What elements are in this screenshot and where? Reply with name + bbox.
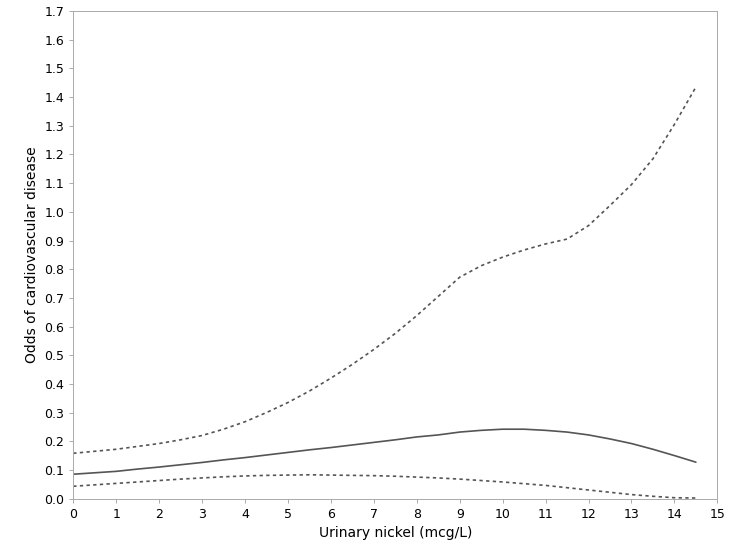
X-axis label: Urinary nickel (mcg/L): Urinary nickel (mcg/L) [318, 526, 472, 540]
Y-axis label: Odds of cardiovascular disease: Odds of cardiovascular disease [25, 146, 39, 363]
